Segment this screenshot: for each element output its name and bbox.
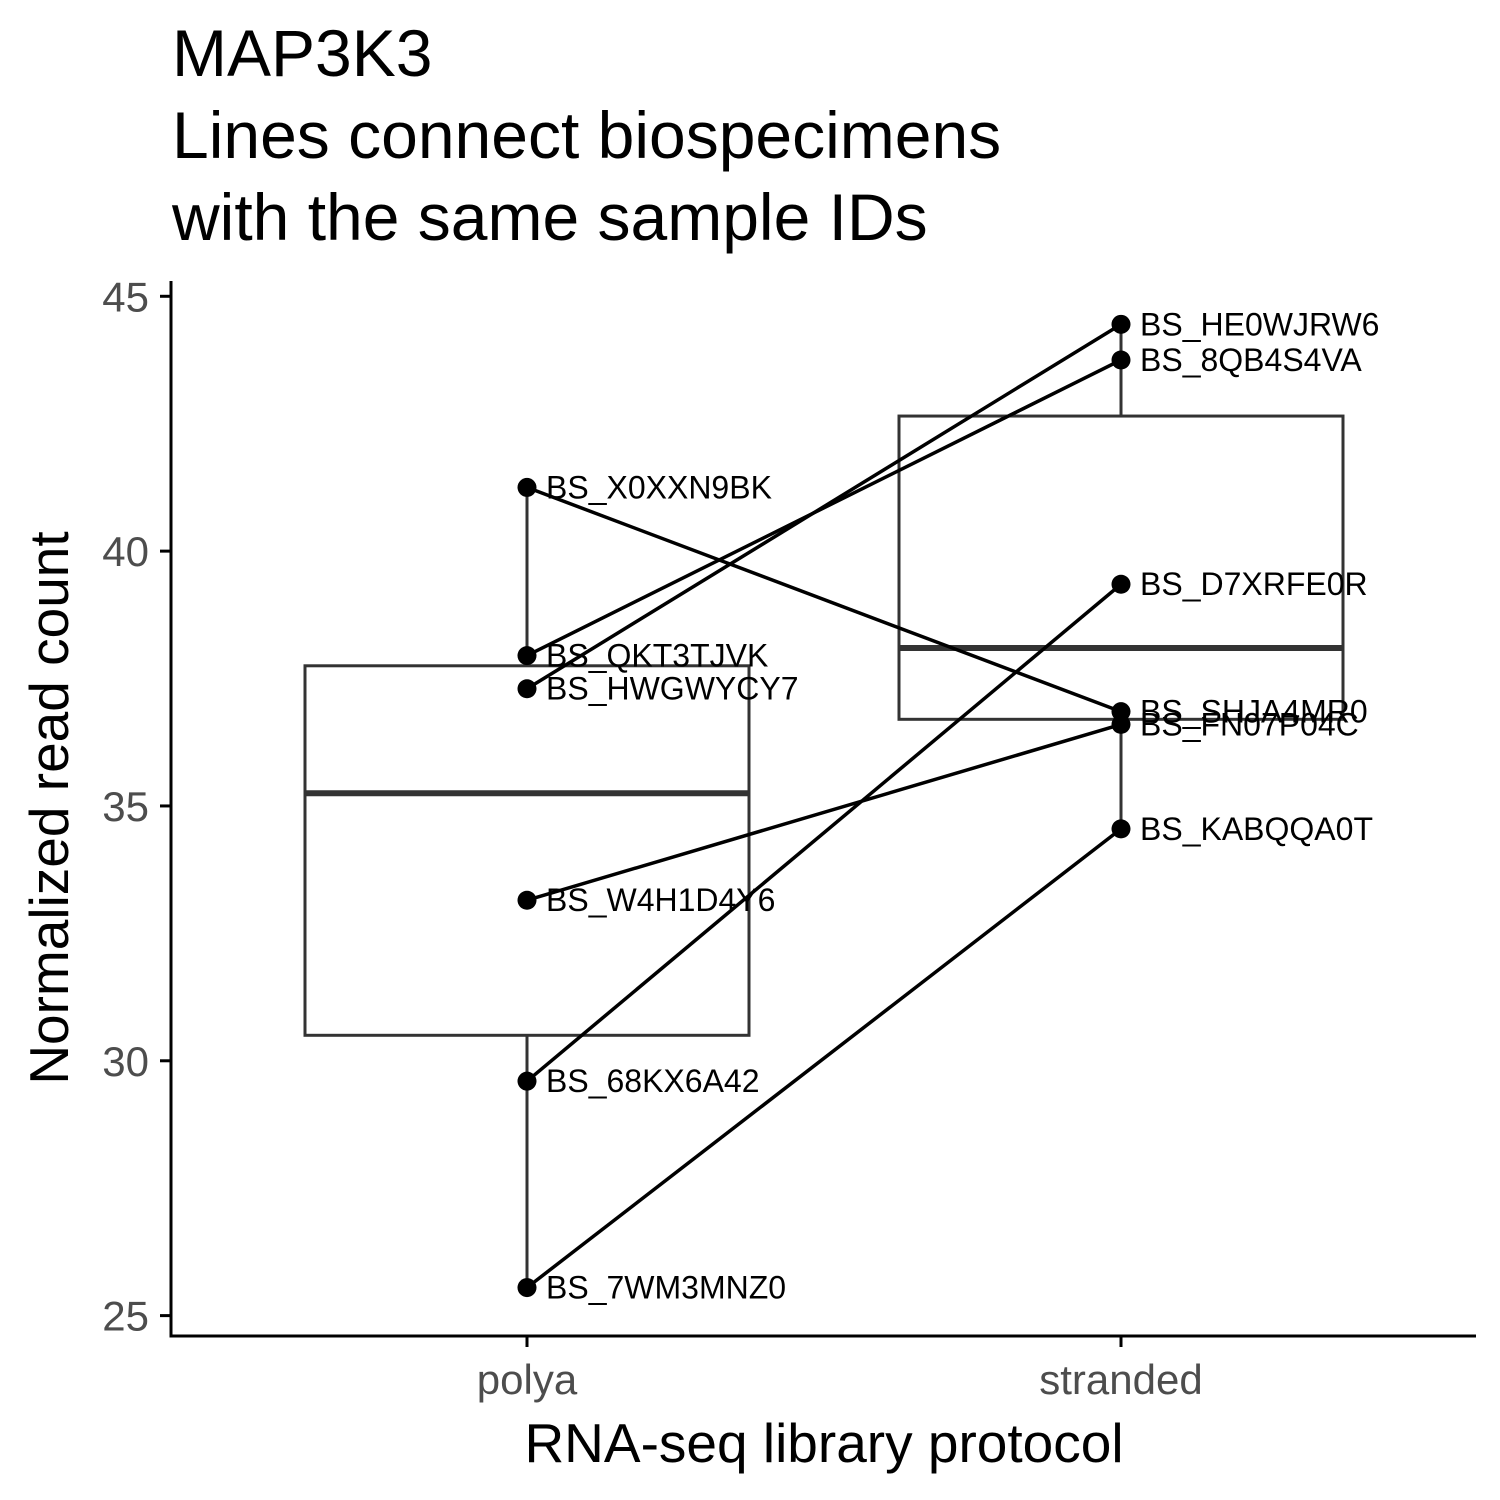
title-line-1: MAP3K3 <box>172 16 432 90</box>
points-layer <box>517 314 1131 1298</box>
point-label-BS_QKT3TJVK: BS_QKT3TJVK <box>546 638 768 674</box>
pair-line-0 <box>526 485 1122 714</box>
point-label-BS_68KX6A42: BS_68KX6A42 <box>546 1063 760 1099</box>
point-label-BS_X0XXN9BK: BS_X0XXN9BK <box>546 469 772 505</box>
point-BS_X0XXN9BK <box>517 477 537 497</box>
point-label-BS_KABQQA0T: BS_KABQQA0T <box>1140 811 1373 847</box>
point-BS_HWGWYCY7 <box>517 679 537 699</box>
pair-line-2 <box>526 322 1122 691</box>
pair-lines-layer <box>525 322 1123 1289</box>
y-tick-label-25: 25 <box>102 1293 149 1340</box>
axes-layer: 25 30 35 40 45 polya stranded <box>102 273 1476 1403</box>
y-tick-label-30: 30 <box>102 1038 149 1085</box>
x-tick-label-polya: polya <box>477 1356 578 1403</box>
point-label-BS_8QB4S4VA: BS_8QB4S4VA <box>1140 342 1362 378</box>
point-BS_68KX6A42 <box>517 1071 537 1091</box>
point-BS_W4H1D4Y6 <box>517 890 537 910</box>
point-BS_KABQQA0T <box>1111 819 1131 839</box>
y-tick-label-40: 40 <box>102 528 149 575</box>
y-tick-label-45: 45 <box>102 273 149 320</box>
y-tick-label-35: 35 <box>102 783 149 830</box>
y-axis-title: Normalized read count <box>18 531 80 1084</box>
point-label-BS_HWGWYCY7: BS_HWGWYCY7 <box>546 671 798 707</box>
point-BS_QKT3TJVK <box>517 646 537 666</box>
x-axis-title: RNA-seq library protocol <box>524 1412 1123 1474</box>
point-label-BS_HE0WJRW6: BS_HE0WJRW6 <box>1140 306 1379 342</box>
pair-line-5 <box>525 827 1123 1289</box>
chart-title: MAP3K3 Lines connect biospecimens with t… <box>171 16 1001 254</box>
x-tick-label-stranded: stranded <box>1039 1356 1202 1403</box>
pair-line-4 <box>525 582 1123 1083</box>
point-label-BS_D7XRFE0R: BS_D7XRFE0R <box>1140 566 1368 602</box>
box-polya <box>303 664 751 1037</box>
boxes-layer <box>303 324 1345 1288</box>
point-label-BS_SHJA4MR0: BS_SHJA4MR0 <box>1140 694 1368 730</box>
point-label-BS_W4H1D4Y6: BS_W4H1D4Y6 <box>546 882 775 918</box>
point-label-BS_7WM3MNZ0: BS_7WM3MNZ0 <box>546 1270 786 1306</box>
point-BS_8QB4S4VA <box>1111 350 1131 370</box>
point-label-BS_FN07P04C: BS_FN07P04C <box>1140 706 1359 742</box>
pair-line-3 <box>526 722 1122 902</box>
point-BS_HE0WJRW6 <box>1111 314 1131 334</box>
point-labels-layer: BS_X0XXN9BK BS_SHJA4MR0 BS_QKT3TJVK BS_8QB4… <box>546 306 1379 1305</box>
point-BS_FN07P04C <box>1111 714 1131 734</box>
point-BS_D7XRFE0R <box>1111 574 1131 594</box>
title-line-2: Lines connect biospecimens <box>172 98 1001 172</box>
point-BS_7WM3MNZ0 <box>517 1278 537 1298</box>
title-line-3: with the same sample IDs <box>171 180 928 254</box>
